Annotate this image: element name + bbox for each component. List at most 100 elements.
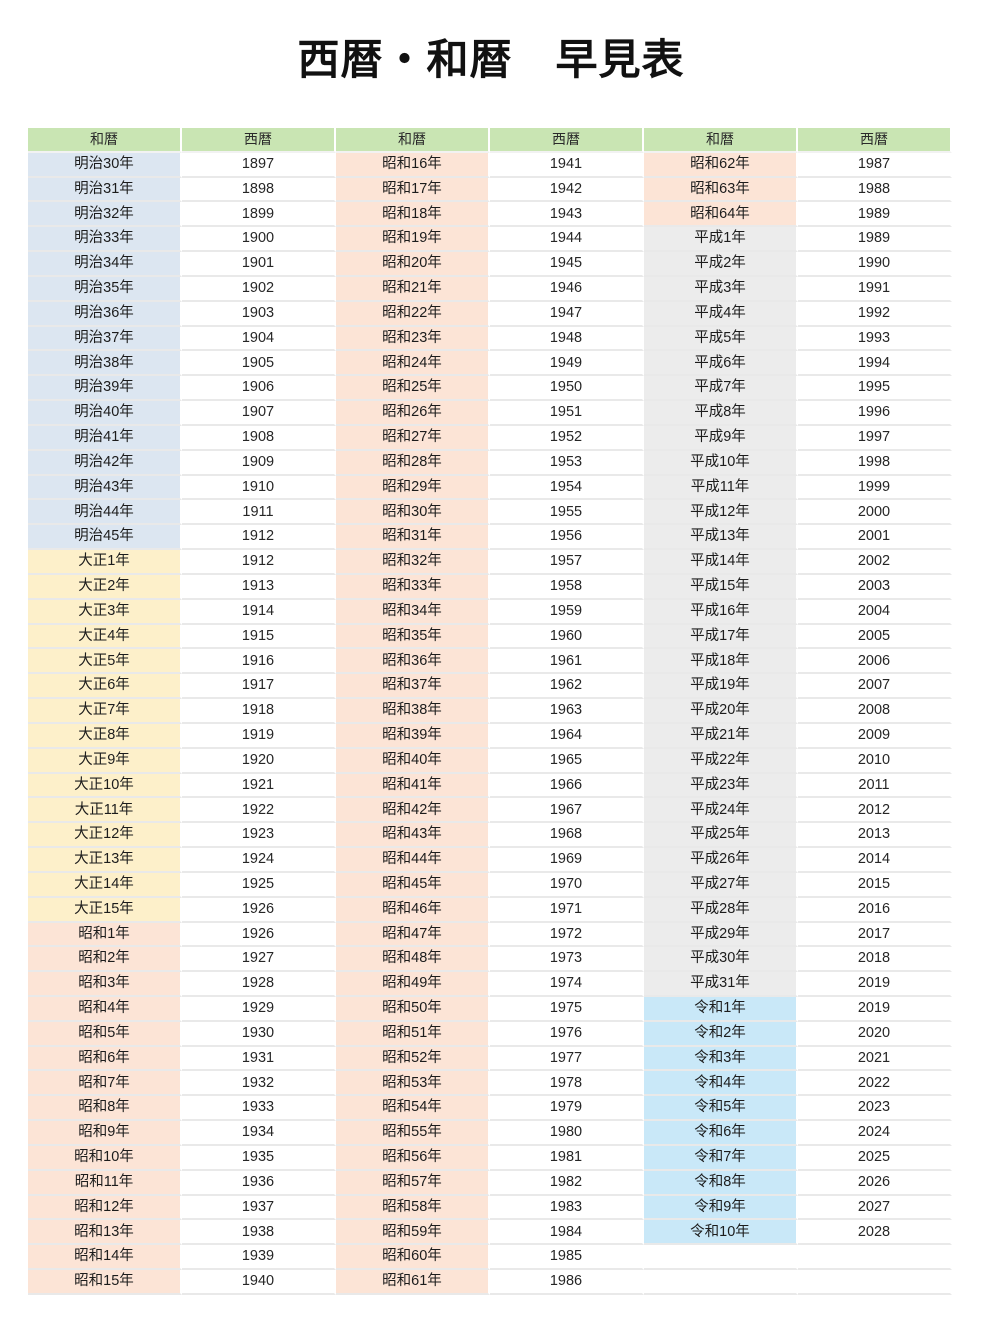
table-row: 明治43年 1910 昭和29年 1954 平成11年 1999 [28,475,952,501]
seireki-cell: 1989 [798,227,952,253]
wareki-cell: 昭和47年 [336,922,490,948]
wareki-cell: 令和9年 [644,1195,798,1221]
seireki-cell: 1912 [182,550,336,575]
wareki-cell: 平成3年 [644,276,798,302]
seireki-cell: 2016 [798,897,952,923]
table-row: 大正9年 1920 昭和40年 1965 平成22年 2010 [28,748,952,774]
seireki-cell: 1933 [182,1096,336,1122]
table-row: 明治44年 1911 昭和30年 1955 平成12年 2000 [28,500,952,526]
seireki-cell: 2006 [798,649,952,675]
table-row: 昭和7年 1932 昭和53年 1978 令和4年 2022 [28,1071,952,1097]
seireki-cell: 1934 [182,1121,336,1146]
seireki-cell: 1980 [490,1121,644,1146]
seireki-cell: 1928 [182,972,336,997]
wareki-cell: 平成28年 [644,897,798,923]
seireki-cell: 1969 [490,848,644,873]
wareki-cell: 令和2年 [644,1021,798,1047]
wareki-cell: 昭和48年 [336,947,490,973]
seireki-cell: 2026 [798,1170,952,1196]
wareki-cell: 令和10年 [644,1220,798,1246]
seireki-cell: 2027 [798,1195,952,1221]
seireki-cell: 1985 [490,1245,644,1271]
wareki-cell: 大正9年 [28,748,182,774]
table-row: 明治39年 1906 昭和25年 1950 平成7年 1995 [28,376,952,402]
seireki-cell: 1913 [182,574,336,600]
seireki-cell: 2025 [798,1145,952,1171]
wareki-cell: 明治33年 [28,227,182,253]
table-row: 明治34年 1901 昭和20年 1945 平成2年 1990 [28,252,952,277]
seireki-cell: 1909 [182,450,336,476]
wareki-cell: 平成5年 [644,326,798,352]
wareki-cell: 平成2年 [644,252,798,277]
wareki-cell: 昭和41年 [336,773,490,799]
seireki-cell: 2008 [798,699,952,724]
wareki-cell: 明治45年 [28,525,182,551]
seireki-cell: 2014 [798,848,952,873]
wareki-cell: 平成9年 [644,425,798,451]
wareki-cell: 明治43年 [28,475,182,501]
table-row: 大正3年 1914 昭和34年 1959 平成16年 2004 [28,599,952,625]
header-wareki: 和暦 [644,128,798,153]
wareki-cell: 平成7年 [644,376,798,402]
wareki-cell: 昭和19年 [336,227,490,253]
wareki-cell: 昭和23年 [336,326,490,352]
table-row: 昭和13年 1938 昭和59年 1984 令和10年 2028 [28,1220,952,1246]
wareki-cell: 令和6年 [644,1121,798,1146]
seireki-cell: 2028 [798,1220,952,1246]
wareki-cell: 平成4年 [644,301,798,327]
wareki-cell: 昭和54年 [336,1096,490,1122]
wareki-cell: 昭和55年 [336,1121,490,1146]
seireki-cell: 1935 [182,1145,336,1171]
wareki-cell: 平成13年 [644,525,798,551]
wareki-cell: 昭和35年 [336,624,490,650]
seireki-cell: 1965 [490,748,644,774]
seireki-cell: 1911 [182,500,336,526]
wareki-cell: 平成12年 [644,500,798,526]
wareki-cell: 昭和59年 [336,1220,490,1246]
wareki-cell: 昭和38年 [336,699,490,724]
seireki-cell: 2000 [798,500,952,526]
wareki-cell: 明治31年 [28,177,182,203]
wareki-cell: 大正12年 [28,823,182,849]
seireki-cell: 1919 [182,723,336,749]
table-row: 明治37年 1904 昭和23年 1948 平成5年 1993 [28,326,952,352]
wareki-cell: 昭和53年 [336,1071,490,1097]
table-row: 明治41年 1908 昭和27年 1952 平成9年 1997 [28,425,952,451]
seireki-cell: 1958 [490,574,644,600]
seireki-cell: 1897 [182,152,336,178]
wareki-cell: 昭和7年 [28,1071,182,1097]
seireki-cell: 2011 [798,773,952,799]
table-row: 大正6年 1917 昭和37年 1962 平成19年 2007 [28,674,952,700]
table-row: 昭和3年 1928 昭和49年 1974 平成31年 2019 [28,972,952,997]
wareki-cell: 昭和20年 [336,252,490,277]
wareki-cell: 昭和8年 [28,1096,182,1122]
seireki-cell: 2021 [798,1046,952,1072]
wareki-cell: 昭和33年 [336,574,490,600]
table-row: 昭和10年 1935 昭和56年 1981 令和7年 2025 [28,1145,952,1171]
seireki-cell: 1994 [798,351,952,377]
table-row: 大正11年 1922 昭和42年 1967 平成24年 2012 [28,798,952,824]
seireki-cell: 1900 [182,227,336,253]
seireki-cell: 1956 [490,525,644,551]
wareki-cell: 昭和49年 [336,972,490,997]
wareki-cell: 昭和29年 [336,475,490,501]
seireki-cell: 1959 [490,599,644,625]
wareki-cell: 昭和4年 [28,996,182,1022]
seireki-cell: 2020 [798,1021,952,1047]
seireki-cell: 1997 [798,425,952,451]
seireki-cell: 1899 [182,202,336,228]
table-row: 昭和5年 1930 昭和51年 1976 令和2年 2020 [28,1021,952,1047]
seireki-cell: 1946 [490,276,644,302]
table-row: 明治36年 1903 昭和22年 1947 平成4年 1992 [28,301,952,327]
seireki-cell: 1977 [490,1046,644,1072]
seireki-cell: 2012 [798,798,952,824]
table-row: 明治42年 1909 昭和28年 1953 平成10年 1998 [28,450,952,476]
seireki-cell: 1926 [182,922,336,948]
wareki-cell: 令和4年 [644,1071,798,1097]
header-wareki: 和暦 [336,128,490,153]
wareki-cell: 大正1年 [28,550,182,575]
wareki-cell: 昭和15年 [28,1270,182,1295]
wareki-cell: 昭和18年 [336,202,490,228]
table-row: 明治45年 1912 昭和31年 1956 平成13年 2001 [28,525,952,551]
wareki-cell: 昭和42年 [336,798,490,824]
